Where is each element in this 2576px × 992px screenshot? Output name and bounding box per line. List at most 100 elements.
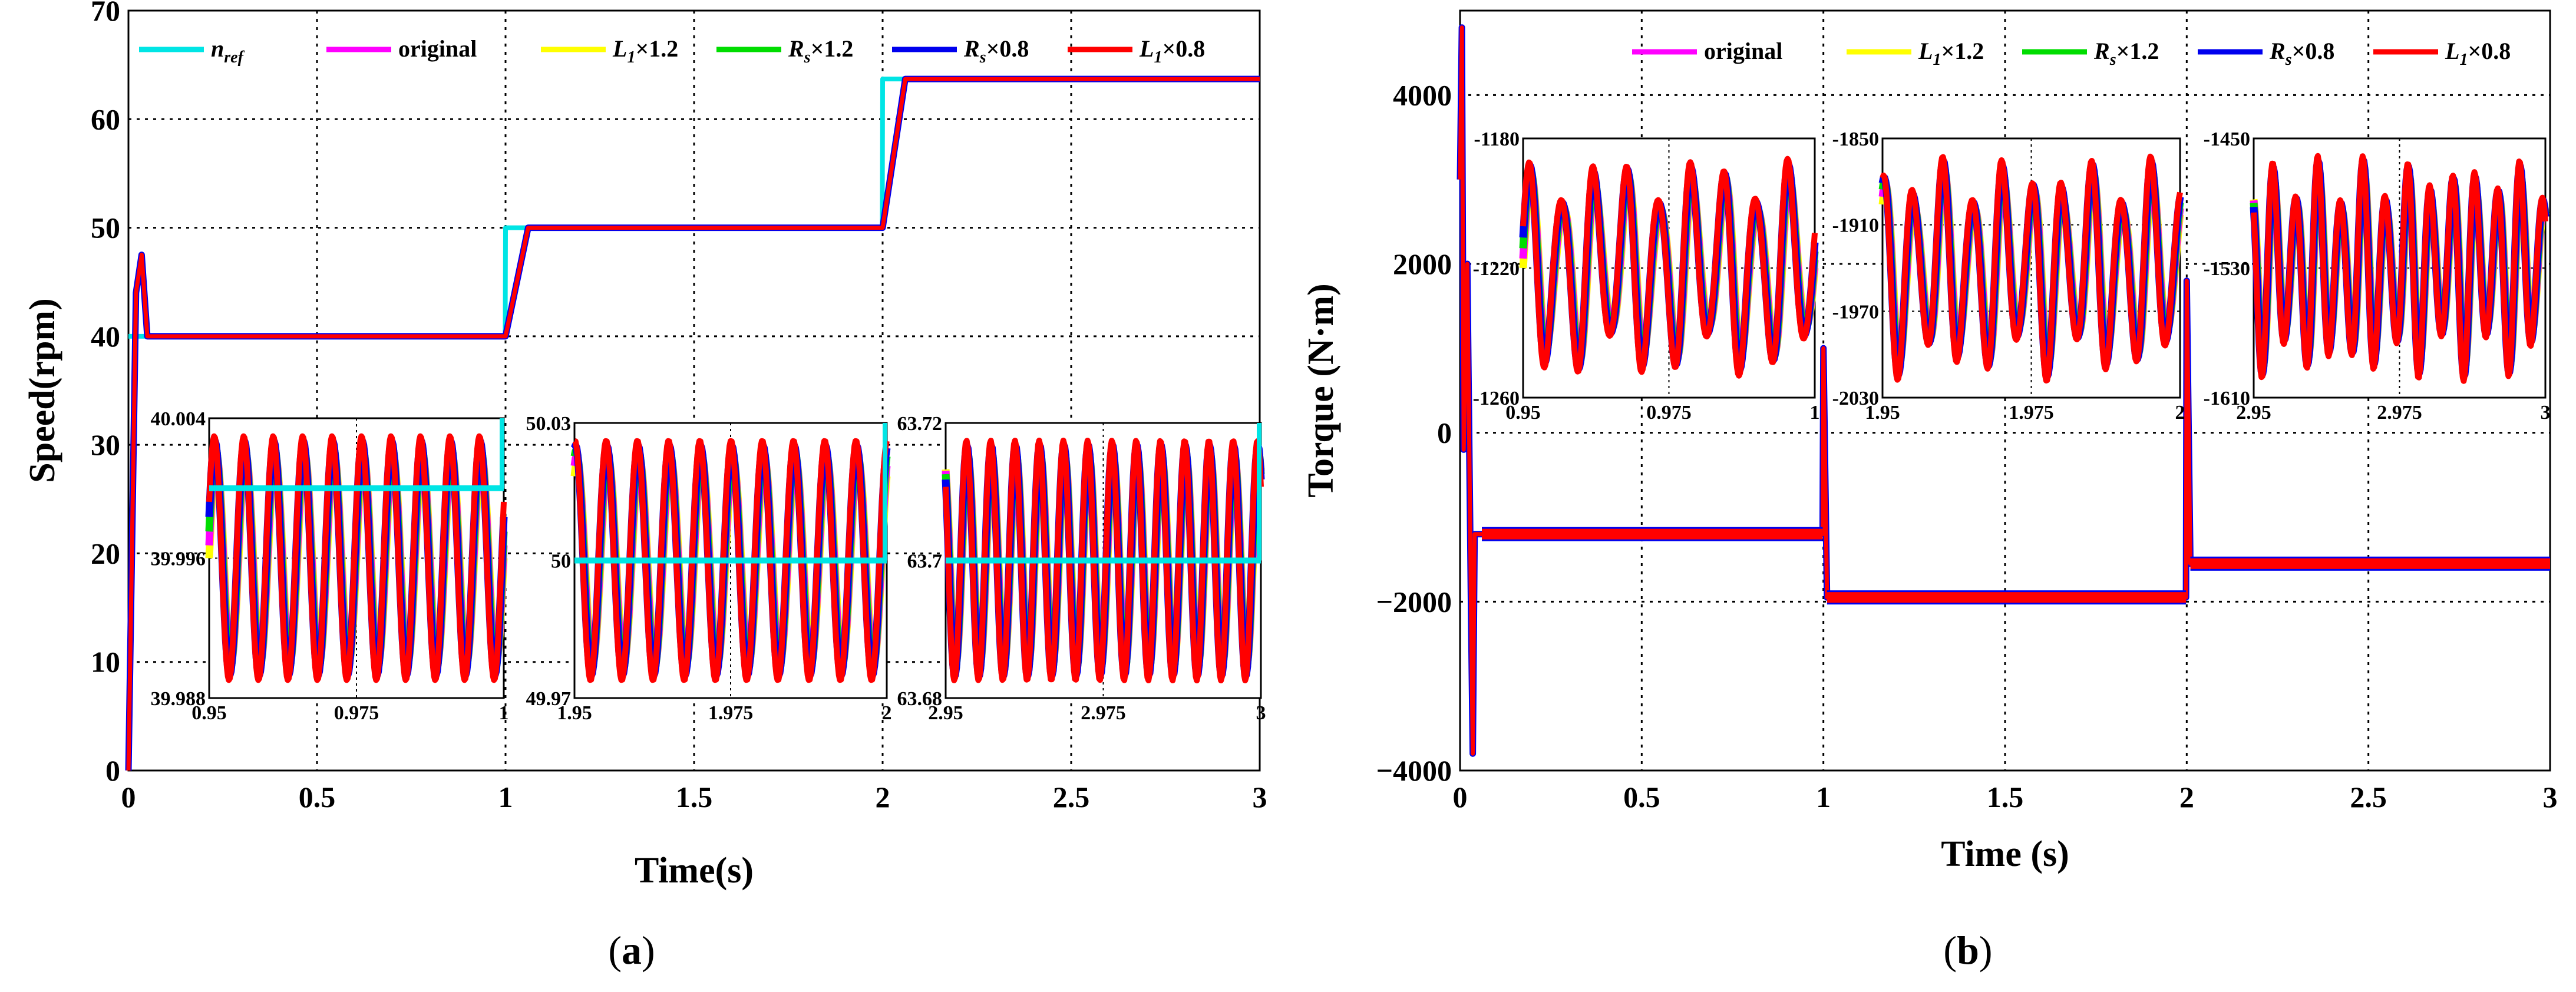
legend-item: original [1632,38,1782,64]
legend-label-rest: ×0.8 [2292,38,2335,64]
legend-item: L1×1.2 [541,35,678,67]
inset-y-tick-label: -2030 [1832,388,1879,409]
y-tick-label: 30 [91,428,120,461]
legend-label-base: R [963,35,980,62]
y-tick-label: 20 [91,537,120,570]
y-tick-label: 50 [91,211,120,244]
inset-x-tick-label: 2.975 [1081,702,1126,724]
inset-y-tick-label: 40.004 [151,408,206,430]
legend-label-sub: s [804,48,811,67]
inset-x-tick-label: 1.975 [708,702,754,724]
inset-x-tick-label: 1.975 [2009,402,2054,424]
x-tick-label: 2.5 [2350,781,2387,814]
series-line-l1-0-8 [126,77,1260,771]
legend-label-rest: ×1.2 [811,35,854,62]
legend-label-base: original [398,35,477,62]
legend-item: Rs×0.8 [892,35,1029,67]
legend-label-base: original [1704,38,1782,64]
inset-plot: 0.95 0.975 1 -1180 -1220 -1260 [1473,128,1820,424]
inset-trace [1520,156,1818,379]
legend-label: L1×0.8 [1139,35,1205,67]
inset-plot: 0.95 0.975 1 40.004 39.996 39.988 [151,408,509,724]
inset-y-tick-label: 63.72 [897,413,943,435]
inset-y-tick-label: -1610 [2204,388,2250,409]
legend-item: L1×1.2 [1847,38,1984,69]
legend-label-base: L [1918,38,1933,64]
inset-y-tick-label: 63.68 [897,688,943,710]
y-tick-label: −4000 [1376,754,1452,787]
inset-x-tick-label: 1.95 [1865,402,1900,424]
inset-y-tick-label: -1530 [2204,258,2250,280]
inset-y-tick-label: 39.996 [151,548,206,570]
x-tick-label: 0 [1453,781,1468,814]
panel-a-insets: 0.95 0.975 1 40.004 39.996 39.988 1.95 1.975 2 50… [151,408,1266,724]
legend-label-base: L [612,35,627,62]
legend-label-sub: s [2285,51,2292,69]
ripple-band [1827,592,2187,603]
legend-label-sub: 1 [1933,51,1941,69]
inset-plot: 2.95 2.975 3 63.72 63.7 63.68 [897,413,1266,724]
legend-label-rest: ×1.2 [2116,38,2159,64]
legend-label-sub: ref [224,48,245,67]
legend-label-base: L [2445,38,2459,64]
inset-y-tick-label: 39.988 [151,688,206,710]
x-tick-label: 3 [2543,781,2558,814]
x-tick-label: 2 [2179,781,2194,814]
legend-item: L1×0.8 [1068,35,1205,67]
legend-label: Rs×1.2 [788,35,853,67]
legend-label-base: R [2093,38,2110,64]
inset-plot: 1.95 1.975 2 -1850 -1910 -1970 -2030 [1832,128,2185,424]
inset-y-tick-label: 63.7 [907,551,943,573]
legend-item: original [326,35,477,62]
legend-label-sub: 1 [1154,48,1162,67]
inset-y-tick-label: 50 [551,551,571,573]
inset-x-tick-label: 0.95 [191,702,227,724]
inset-trace [1880,153,2183,383]
y-tick-label: 0 [105,754,120,787]
inset-x-tick-label: 1.95 [557,702,592,724]
legend-label-sub: 1 [627,48,635,67]
inset-x-tick-label: 0.95 [1505,402,1541,424]
y-tick-label: 0 [1437,416,1452,449]
legend-label: Rs×0.8 [2269,38,2334,69]
inset-x-tick-label: 0.975 [1646,402,1692,424]
legend-label-sub: s [2109,51,2116,69]
panel-b-ylabel: Torque (N·m) [1301,283,1341,497]
legend-label: L1×1.2 [612,35,678,67]
inset-x-tick-label: 2.95 [2236,402,2271,424]
inset-x-tick-label: 3 [2541,402,2551,424]
legend-label: Rs×0.8 [963,35,1029,67]
legend-label-rest: ×1.2 [1941,38,1984,64]
legend-label: L1×0.8 [2445,38,2511,69]
x-tick-label: 2 [876,781,890,814]
panel-a-legend: nref original L1×1.2 Rs×1.2 Rs×0.8 L1×0.8 [139,35,1205,67]
y-tick-label: −2000 [1376,585,1452,618]
inset-y-tick-label: -1260 [1473,388,1520,409]
legend-label-sub: 1 [2459,51,2468,69]
panel-a-ylabel: Speed(rpm) [22,298,62,482]
inset-y-tick-label: -1850 [1832,128,1879,150]
legend-label-rest: ×1.2 [635,35,678,62]
x-tick-label: 3 [1253,781,1267,814]
legend-label-rest: ×0.8 [986,35,1029,62]
legend-label-base: R [788,35,804,62]
legend-label: nref [211,35,245,67]
legend-label-sub: s [979,48,986,67]
legend-label-base: L [1139,35,1154,62]
inset-trace [572,438,890,683]
inset-x-tick-label: 0.975 [334,702,379,724]
inset-y-tick-label: -1910 [1832,215,1879,237]
inset-y-tick-label: -1450 [2204,128,2250,150]
inset-x-tick-label: 2.95 [928,702,963,724]
legend-item: nref [139,35,245,67]
inset-y-tick-label: -1970 [1832,301,1879,323]
legend-label: L1×1.2 [1918,38,1984,69]
inset-x-tick-label: 2.975 [2377,402,2422,424]
panel-b-caption: (b) [1943,928,1992,973]
x-tick-label: 0.5 [299,781,336,814]
legend-label: original [1704,38,1782,64]
legend-item: L1×0.8 [2373,38,2511,69]
panel-a: 0.95 0.975 1 40.004 39.996 39.988 1.95 1.975 2 50… [22,0,1267,973]
inset-y-tick-label: 50.03 [526,413,572,435]
